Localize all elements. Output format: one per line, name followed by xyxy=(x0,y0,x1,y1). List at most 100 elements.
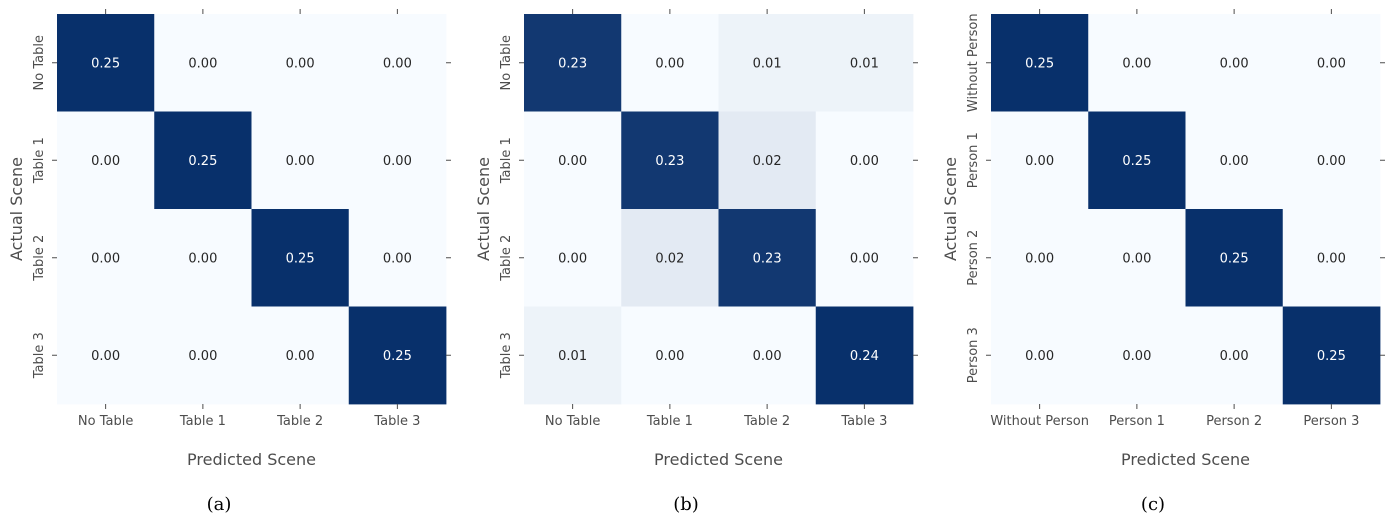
heatmap-cell xyxy=(348,306,447,405)
cell-value-label: 0.25 xyxy=(1317,349,1346,364)
heatmap-panel-3: 0.25 0.00 0.00 0.00 0.00 0.25 0.00 0.00 0.00 0.00… xyxy=(941,9,1385,515)
x-tick-label: Table 2 xyxy=(276,414,323,429)
panel-caption: (a) xyxy=(207,494,232,515)
cell-value-label: 0.00 xyxy=(188,56,217,71)
cell-value-label: 0.25 xyxy=(383,349,412,364)
y-tick-label: Table 3 xyxy=(32,332,47,379)
panel-caption: (b) xyxy=(673,494,699,515)
cell-value-label: 0.25 xyxy=(1220,251,1249,266)
heatmap-cell xyxy=(57,14,155,112)
cell-value-label: 0.00 xyxy=(286,154,315,169)
panel-caption: (c) xyxy=(1141,494,1165,515)
cell-value-label: 0.00 xyxy=(1317,251,1346,266)
heatmap-cell xyxy=(1185,111,1284,210)
x-axis-title: Predicted Scene xyxy=(1121,450,1250,469)
y-tick-label: Table 3 xyxy=(499,332,514,379)
cell-value-label: 0.23 xyxy=(753,251,782,266)
x-tick-label: Person 1 xyxy=(1109,414,1165,429)
heatmap-cell xyxy=(524,14,622,112)
heatmap-cell xyxy=(57,209,155,307)
cell-value-label: 0.00 xyxy=(1122,349,1151,364)
heatmap-cell xyxy=(991,111,1089,210)
cell-value-label: 0.00 xyxy=(383,56,412,71)
x-axis-title: Predicted Scene xyxy=(187,450,316,469)
cell-value-label: 0.23 xyxy=(655,154,684,169)
x-tick-label: Table 1 xyxy=(646,414,693,429)
cell-value-label: 0.00 xyxy=(1122,251,1151,266)
y-tick-label: Table 1 xyxy=(499,137,514,184)
y-tick-label: Without Person xyxy=(966,13,981,112)
cell-value-label: 0.25 xyxy=(91,56,120,71)
cell-value-label: 0.00 xyxy=(91,154,120,169)
y-tick-label: Person 2 xyxy=(966,230,981,286)
heatmap-cell xyxy=(991,306,1089,405)
heatmap-cell xyxy=(621,111,719,210)
heatmap-cell xyxy=(1088,111,1186,210)
cell-value-label: 0.00 xyxy=(1317,56,1346,71)
cell-value-label: 0.01 xyxy=(558,349,587,364)
cell-value-label: 0.00 xyxy=(655,56,684,71)
heatmap-cell xyxy=(251,306,350,405)
heatmap-cell xyxy=(251,111,350,210)
heatmap-cell xyxy=(621,306,719,405)
cell-value-label: 0.00 xyxy=(558,154,587,169)
x-tick-label: Table 2 xyxy=(743,414,790,429)
cell-value-label: 0.24 xyxy=(850,349,879,364)
heatmap-panel-2: 0.23 0.00 0.01 0.01 0.00 0.23 0.02 0.00 0.00 0.02… xyxy=(474,9,918,515)
heatmap-cell xyxy=(1185,209,1284,307)
cell-value-label: 0.00 xyxy=(91,251,120,266)
heatmap-cell xyxy=(718,111,817,210)
cell-value-label: 0.00 xyxy=(850,154,879,169)
cell-value-label: 0.02 xyxy=(753,154,782,169)
heatmap-cell xyxy=(815,111,914,210)
heatmap-cell xyxy=(815,14,914,112)
heatmap-cell xyxy=(718,14,817,112)
heatmap-cell xyxy=(1185,14,1284,112)
cell-value-label: 0.00 xyxy=(1220,349,1249,364)
x-tick-label: Table 3 xyxy=(373,414,420,429)
heatmap-cell xyxy=(57,111,155,210)
heatmap-cell xyxy=(815,306,914,405)
cell-value-label: 0.00 xyxy=(91,349,120,364)
y-axis-title: Actual Scene xyxy=(941,157,960,261)
y-tick-label: No Table xyxy=(32,35,47,90)
cell-value-label: 0.00 xyxy=(1220,56,1249,71)
cell-value-label: 0.00 xyxy=(286,56,315,71)
heatmap-cell xyxy=(524,111,622,210)
heatmap-cell xyxy=(718,209,817,307)
cell-value-label: 0.01 xyxy=(850,56,879,71)
cell-value-label: 0.00 xyxy=(655,349,684,364)
heatmap-cell xyxy=(57,306,155,405)
heatmap-cell xyxy=(621,14,719,112)
heatmap-cell xyxy=(251,14,350,112)
heatmap-cell xyxy=(1088,306,1186,405)
cell-value-label: 0.25 xyxy=(1122,154,1151,169)
heatmap-cell xyxy=(154,306,252,405)
y-axis-title: Actual Scene xyxy=(474,157,493,261)
heatmap-cell xyxy=(348,209,447,307)
y-tick-label: Table 2 xyxy=(32,235,47,282)
cell-value-label: 0.25 xyxy=(286,251,315,266)
heatmap-cell xyxy=(154,14,252,112)
heatmap-cell xyxy=(1088,14,1186,112)
cell-value-label: 0.00 xyxy=(1122,56,1151,71)
heatmap-cell xyxy=(251,209,350,307)
cell-value-label: 0.00 xyxy=(383,251,412,266)
cell-value-label: 0.00 xyxy=(286,349,315,364)
x-tick-label: Person 2 xyxy=(1206,414,1262,429)
heatmap-cell xyxy=(815,209,914,307)
heatmap-cell xyxy=(524,209,622,307)
heatmap-cell xyxy=(1282,14,1381,112)
heatmap-cell xyxy=(348,14,447,112)
cell-value-label: 0.00 xyxy=(1025,154,1054,169)
cell-value-label: 0.00 xyxy=(1025,251,1054,266)
cell-value-label: 0.00 xyxy=(383,154,412,169)
heatmap-cell xyxy=(621,209,719,307)
cell-value-label: 0.00 xyxy=(1220,154,1249,169)
heatmap-cell xyxy=(1282,111,1381,210)
cell-value-label: 0.00 xyxy=(188,349,217,364)
heatmap-panel-1: 0.25 0.00 0.00 0.00 0.00 0.25 0.00 0.00 0.00 0.00… xyxy=(7,9,451,515)
cell-value-label: 0.00 xyxy=(1317,154,1346,169)
x-tick-label: No Table xyxy=(545,414,600,429)
